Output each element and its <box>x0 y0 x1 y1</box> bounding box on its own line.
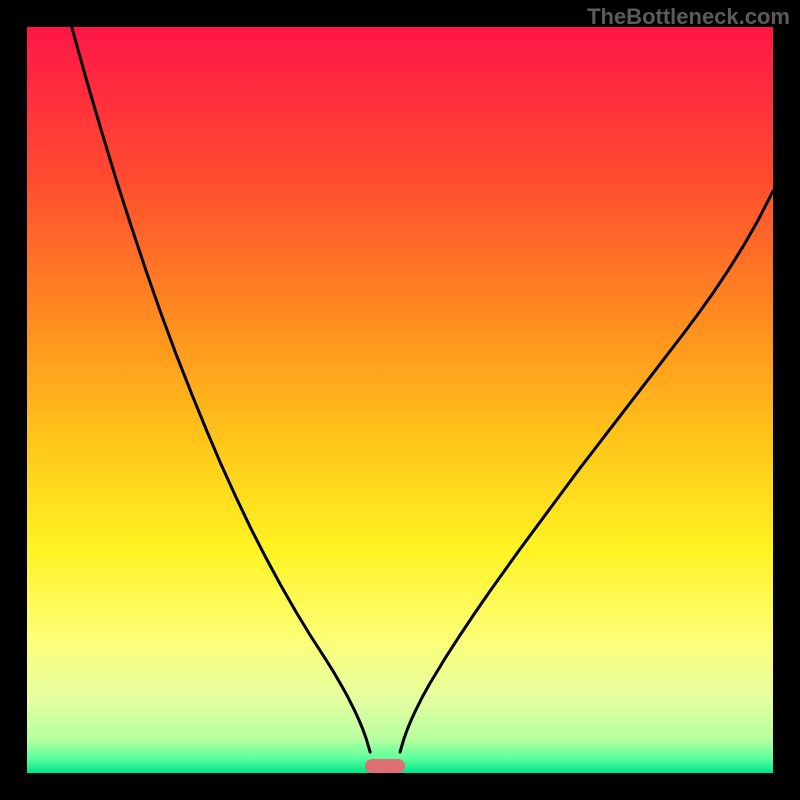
watermark-text: TheBottleneck.com <box>587 4 790 30</box>
optimal-marker <box>365 759 405 773</box>
plot-area <box>27 27 773 773</box>
bottleneck-chart <box>0 0 800 800</box>
